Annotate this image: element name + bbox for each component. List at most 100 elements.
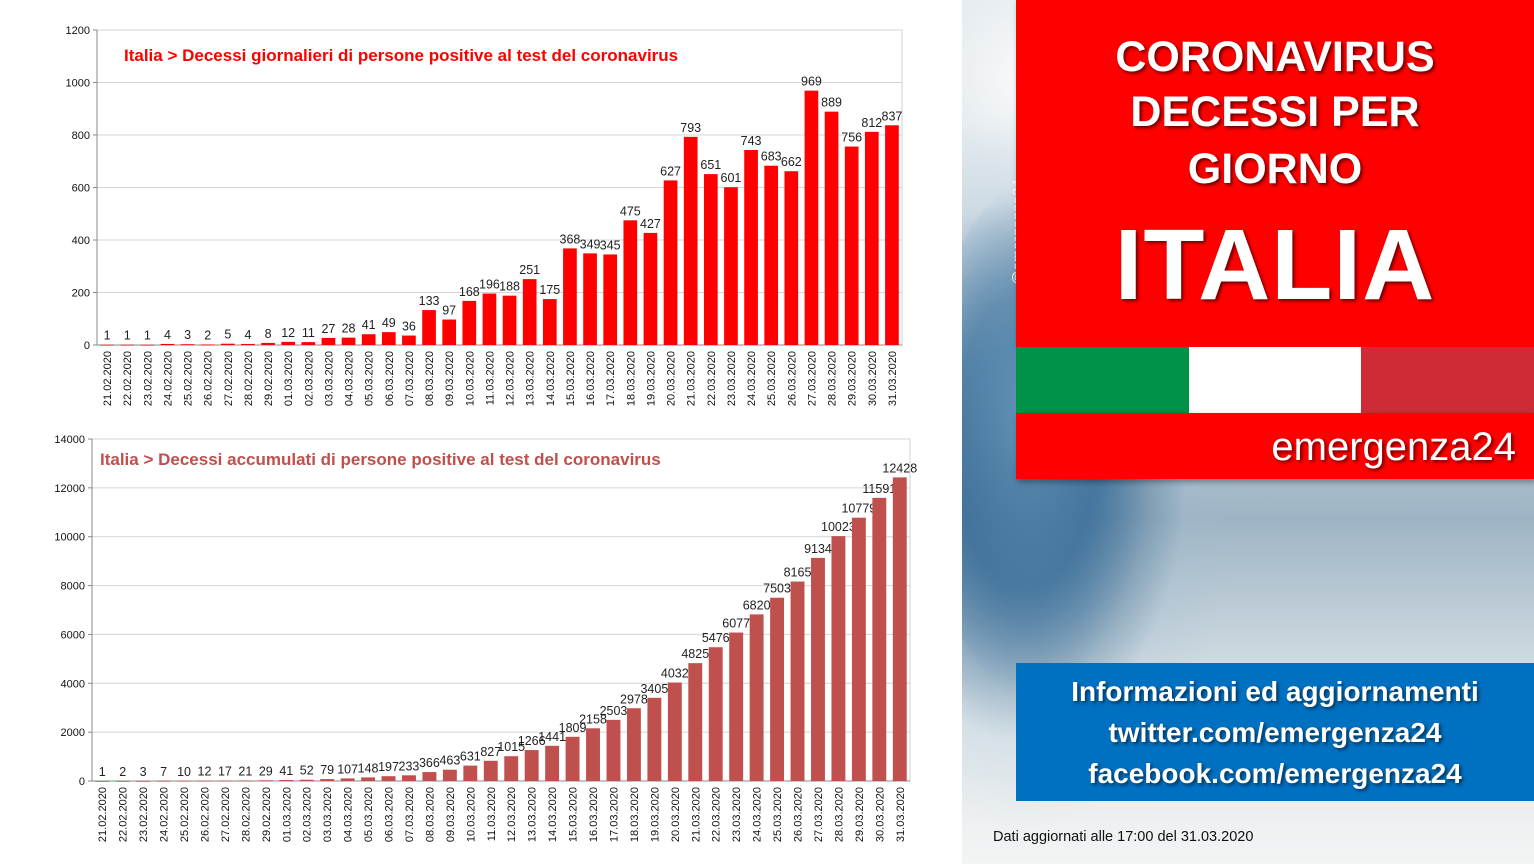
daily-bar	[100, 344, 114, 346]
cumulative-bar	[95, 780, 110, 782]
cumulative-value-label: 1	[99, 765, 106, 779]
daily-deaths-chart: 0 200 400 600 800 1000 1200 1 21.02.2020 1 22.02.2…	[66, 25, 903, 406]
daily-category-label: 08.03.2020	[424, 351, 436, 406]
twitter-link[interactable]: twitter.com/emergenza24	[1108, 717, 1442, 748]
cumulative-deaths-chart: 0 2000 4000 6000 8000 10000 12000 14000 1 21.02.2…	[54, 434, 917, 842]
daily-value-label: 97	[442, 304, 456, 318]
daily-category-label: 22.03.2020	[706, 351, 718, 406]
daily-bar	[623, 220, 638, 345]
daily-value-label: 683	[761, 150, 782, 164]
cumulative-value-label: 52	[300, 764, 314, 778]
daily-category-label: 28.02.2020	[243, 351, 255, 406]
cumulative-value-label: 21	[238, 764, 252, 778]
daily-bar	[381, 332, 396, 345]
cumulative-bar	[381, 776, 396, 781]
cumulative-value-label: 9134	[804, 542, 832, 556]
daily-category-label: 18.03.2020	[625, 351, 637, 406]
cumulative-category-label: 07.03.2020	[404, 787, 416, 842]
daily-category-label: 26.03.2020	[786, 351, 798, 406]
daily-category-label: 24.03.2020	[746, 351, 758, 406]
daily-category-label: 05.03.2020	[364, 351, 376, 406]
daily-bar	[120, 344, 135, 346]
cumulative-category-label: 06.03.2020	[384, 787, 396, 842]
cumulative-bar	[422, 772, 437, 781]
cumulative-bar	[851, 517, 866, 781]
cumulative-value-label: 1809	[559, 721, 587, 735]
cumulative-value-label: 7	[160, 765, 167, 779]
daily-bar	[542, 299, 557, 345]
daily-value-label: 837	[882, 109, 903, 123]
cumulative-ytick-label: 4000	[61, 678, 85, 690]
daily-bar	[180, 344, 195, 346]
cumulative-ytick-label: 14000	[54, 434, 85, 446]
daily-value-label: 3	[184, 328, 191, 342]
daily-bar	[321, 337, 336, 345]
cumulative-category-label: 09.03.2020	[445, 787, 457, 842]
daily-value-label: 969	[801, 75, 822, 89]
daily-ytick-label: 600	[72, 183, 90, 195]
daily-category-label: 11.03.2020	[484, 351, 496, 405]
cumulative-category-label: 19.03.2020	[649, 787, 661, 842]
daily-bar	[281, 341, 296, 345]
cumulative-bar	[667, 682, 682, 781]
cumulative-ytick-label: 8000	[61, 581, 85, 593]
flag-green-stripe	[1016, 347, 1189, 413]
daily-category-label: 25.02.2020	[183, 351, 195, 406]
daily-ytick-label: 1000	[66, 78, 90, 90]
daily-value-label: 743	[741, 134, 762, 148]
daily-bar	[724, 187, 738, 345]
daily-category-label: 03.03.2020	[323, 351, 335, 406]
update-note: Dati aggiornati alle 17:00 del 31.03.202…	[993, 829, 1254, 845]
cumulative-category-label: 20.03.2020	[670, 787, 682, 842]
cumulative-bar	[136, 780, 151, 782]
daily-bar	[200, 344, 215, 346]
daily-value-label: 188	[499, 280, 520, 294]
cumulative-value-label: 4032	[661, 667, 689, 681]
cumulative-bar	[749, 614, 764, 781]
daily-value-label: 889	[821, 96, 842, 110]
daily-value-label: 251	[519, 263, 540, 277]
italian-flag	[1016, 347, 1534, 413]
facebook-link[interactable]: facebook.com/emergenza24	[1088, 758, 1462, 789]
daily-category-label: 01.03.2020	[283, 351, 295, 406]
daily-bar	[864, 131, 879, 345]
daily-category-label: 13.03.2020	[525, 351, 537, 406]
daily-category-label: 19.03.2020	[645, 351, 657, 406]
cumulative-category-label: 22.03.2020	[711, 787, 723, 842]
cumulative-value-label: 8165	[784, 566, 812, 580]
daily-value-label: 5	[224, 328, 231, 342]
daily-category-label: 09.03.2020	[444, 351, 456, 406]
cumulative-value-label: 2503	[600, 704, 628, 718]
cumulative-ytick-label: 12000	[54, 483, 85, 495]
cumulative-bar	[545, 745, 560, 781]
cumulative-value-label: 3405	[640, 682, 668, 696]
daily-value-label: 793	[680, 121, 701, 135]
daily-value-label: 133	[419, 294, 440, 308]
cumulative-category-label: 30.03.2020	[874, 787, 886, 842]
daily-bar	[462, 300, 477, 345]
cumulative-bar	[402, 775, 416, 781]
cumulative-bar	[524, 750, 539, 781]
brand-name: emergenza24	[1271, 425, 1516, 469]
cumulative-value-label: 107	[337, 762, 358, 776]
cumulative-bar	[463, 765, 478, 781]
daily-bar	[140, 344, 155, 346]
cumulative-bar	[626, 708, 641, 781]
daily-value-label: 49	[382, 316, 396, 330]
cumulative-value-label: 2978	[620, 692, 648, 706]
cumulative-value-label: 3	[140, 765, 147, 779]
cumulative-bar	[197, 780, 212, 782]
cumulative-category-label: 27.03.2020	[813, 787, 825, 842]
cumulative-category-label: 25.02.2020	[179, 787, 191, 842]
info-heading: Informazioni ed aggiornamenti	[1071, 676, 1479, 707]
cumulative-value-label: 827	[480, 745, 501, 759]
cumulative-value-label: 6820	[743, 598, 771, 612]
daily-bar	[402, 335, 416, 345]
cumulative-bar	[729, 632, 744, 781]
daily-value-label: 4	[244, 328, 251, 342]
cumulative-value-label: 366	[419, 756, 440, 770]
cumulative-category-label: 17.03.2020	[608, 787, 620, 842]
daily-bar	[361, 334, 376, 345]
flag-white-stripe	[1188, 347, 1362, 413]
cumulative-category-label: 23.02.2020	[138, 787, 150, 842]
